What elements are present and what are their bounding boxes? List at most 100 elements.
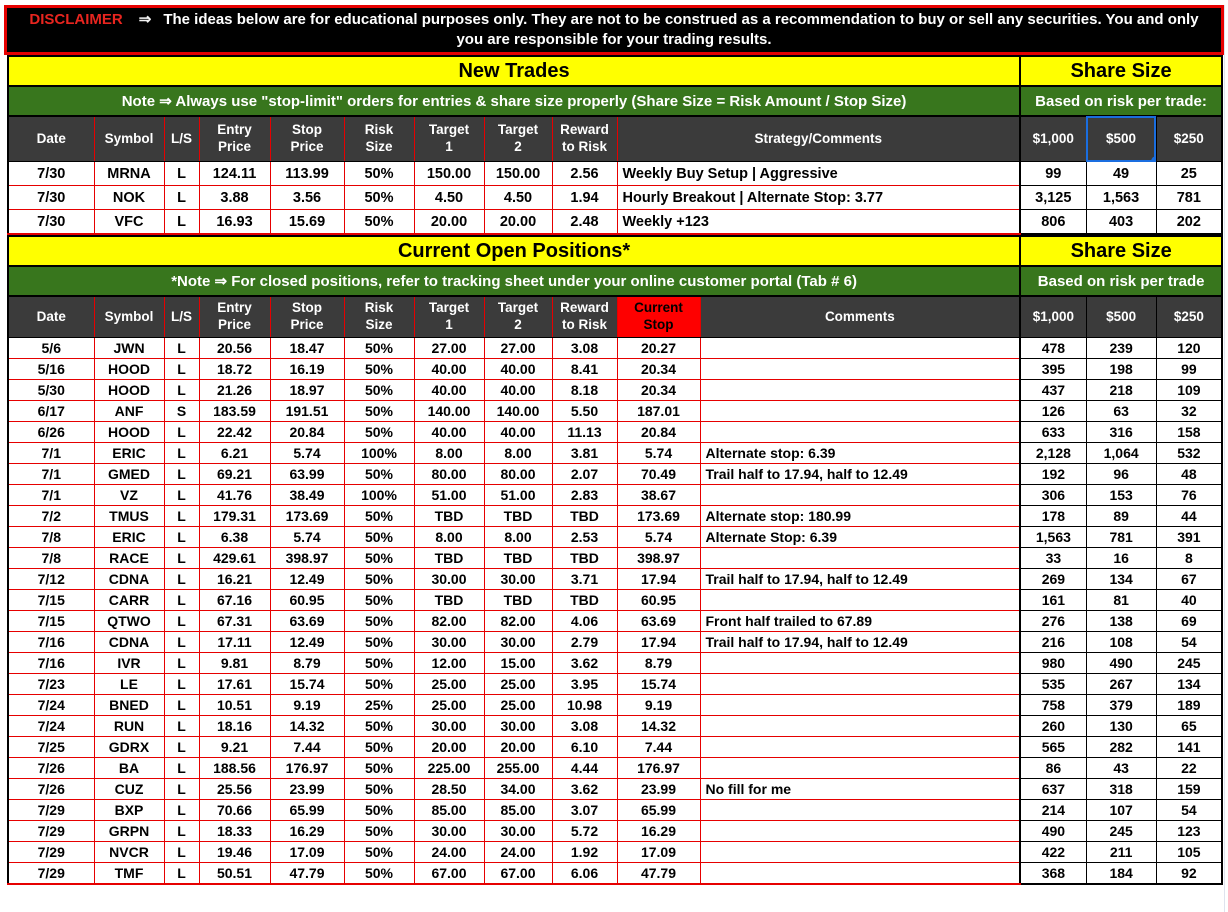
cell-comments[interactable]: No fill for me <box>699 778 1021 800</box>
cell-symbol[interactable]: JWN <box>93 337 165 359</box>
cell-risk-size[interactable]: 50% <box>343 715 415 737</box>
cell-size-250[interactable]: 123 <box>1155 820 1223 842</box>
cell-current-stop[interactable]: 17.94 <box>616 568 701 590</box>
cell-target-2[interactable]: 15.00 <box>483 652 553 674</box>
cell-risk-size[interactable]: 50% <box>343 736 415 758</box>
cell-symbol[interactable]: CUZ <box>93 778 165 800</box>
cell-symbol[interactable]: TMUS <box>93 505 165 527</box>
cell-comments[interactable] <box>699 421 1021 443</box>
cell-entry-price[interactable]: 50.51 <box>198 862 271 885</box>
cell-date[interactable]: 7/24 <box>7 694 95 716</box>
new-trades-share-size-title[interactable]: Share Size <box>1019 55 1224 87</box>
cell-current-stop[interactable]: 176.97 <box>616 757 701 779</box>
cell-symbol[interactable]: GRPN <box>93 820 165 842</box>
cell-date[interactable]: 7/15 <box>7 610 95 632</box>
cell-risk-size[interactable]: 50% <box>343 526 415 548</box>
cell-symbol[interactable]: TMF <box>93 862 165 885</box>
cell-size-1000[interactable]: 216 <box>1019 631 1087 653</box>
cell-reward-to-risk[interactable]: 8.41 <box>551 358 618 380</box>
cell-target-1[interactable]: 28.50 <box>413 778 485 800</box>
cell-size-500[interactable]: 218 <box>1085 379 1157 401</box>
cell-size-250[interactable]: 54 <box>1155 799 1223 821</box>
cell-target-2[interactable]: 30.00 <box>483 631 553 653</box>
cell-size-1000[interactable]: 535 <box>1019 673 1087 695</box>
cell-entry-price[interactable]: 18.72 <box>198 358 271 380</box>
cell-size-500[interactable]: 211 <box>1085 841 1157 863</box>
cell-target-2[interactable]: TBD <box>483 589 553 611</box>
cell-strategy-comments[interactable]: Hourly Breakout | Alternate Stop: 3.77 <box>616 185 1021 210</box>
cell-ls[interactable]: L <box>163 841 200 863</box>
cell-current-stop[interactable]: 17.09 <box>616 841 701 863</box>
cell-stop-price[interactable]: 47.79 <box>269 862 345 885</box>
cell-target-1[interactable]: 30.00 <box>413 631 485 653</box>
cell-reward-to-risk[interactable]: 3.08 <box>551 337 618 359</box>
cell-comments[interactable] <box>699 589 1021 611</box>
cell-size-500[interactable]: 130 <box>1085 715 1157 737</box>
cell-size-500[interactable]: 138 <box>1085 610 1157 632</box>
cell-size-500[interactable]: 490 <box>1085 652 1157 674</box>
cell-target-2[interactable]: TBD <box>483 505 553 527</box>
cell-stop-price[interactable]: 176.97 <box>269 757 345 779</box>
cell-entry-price[interactable]: 70.66 <box>198 799 271 821</box>
cell-target-1[interactable]: 25.00 <box>413 673 485 695</box>
cell-risk-size[interactable]: 25% <box>343 694 415 716</box>
cell-reward-to-risk[interactable]: 3.62 <box>551 652 618 674</box>
cell-target-1[interactable]: 30.00 <box>413 568 485 590</box>
cell-risk-size[interactable]: 50% <box>343 673 415 695</box>
cell-size-1000[interactable]: 368 <box>1019 862 1087 885</box>
cell-target-1[interactable]: TBD <box>413 505 485 527</box>
col-header-size-1000[interactable]: $1,000 <box>1019 115 1087 162</box>
cell-symbol[interactable]: ERIC <box>93 442 165 464</box>
cell-target-1[interactable]: 85.00 <box>413 799 485 821</box>
cell-reward-to-risk[interactable]: 6.10 <box>551 736 618 758</box>
col-header-target-1[interactable]: Target 1 <box>413 295 485 338</box>
cell-reward-to-risk[interactable]: 1.92 <box>551 841 618 863</box>
col-header-stop-price[interactable]: Stop Price <box>269 115 345 162</box>
cell-target-2[interactable]: 80.00 <box>483 463 553 485</box>
cell-size-250[interactable]: 189 <box>1155 694 1223 716</box>
cell-reward-to-risk[interactable]: 2.79 <box>551 631 618 653</box>
cell-ls[interactable]: L <box>163 673 200 695</box>
cell-size-1000[interactable]: 178 <box>1019 505 1087 527</box>
cell-reward-to-risk[interactable]: 10.98 <box>551 694 618 716</box>
cell-date[interactable]: 7/15 <box>7 589 95 611</box>
cell-reward-to-risk[interactable]: 3.81 <box>551 442 618 464</box>
cell-size-500[interactable]: 316 <box>1085 421 1157 443</box>
cell-ls[interactable]: L <box>163 484 200 506</box>
cell-target-1[interactable]: 4.50 <box>413 185 485 210</box>
cell-date[interactable]: 7/25 <box>7 736 95 758</box>
cell-ls[interactable]: L <box>163 463 200 485</box>
cell-current-stop[interactable]: 20.27 <box>616 337 701 359</box>
cell-target-2[interactable]: 150.00 <box>483 161 553 186</box>
cell-target-1[interactable]: 30.00 <box>413 820 485 842</box>
cell-entry-price[interactable]: 19.46 <box>198 841 271 863</box>
col-header-reward-to-risk[interactable]: Reward to Risk <box>551 295 618 338</box>
cell-target-2[interactable]: 24.00 <box>483 841 553 863</box>
cell-size-1000[interactable]: 86 <box>1019 757 1087 779</box>
cell-ls[interactable]: S <box>163 400 200 422</box>
cell-size-500[interactable]: 89 <box>1085 505 1157 527</box>
cell-size-500[interactable]: 318 <box>1085 778 1157 800</box>
cell-symbol[interactable]: BXP <box>93 799 165 821</box>
cell-stop-price[interactable]: 5.74 <box>269 526 345 548</box>
cell-target-1[interactable]: 225.00 <box>413 757 485 779</box>
cell-reward-to-risk[interactable]: 5.50 <box>551 400 618 422</box>
cell-target-2[interactable]: 140.00 <box>483 400 553 422</box>
cell-stop-price[interactable]: 398.97 <box>269 547 345 569</box>
col-header-target-1[interactable]: Target 1 <box>413 115 485 162</box>
cell-entry-price[interactable]: 9.81 <box>198 652 271 674</box>
cell-risk-size[interactable]: 50% <box>343 862 415 885</box>
cell-current-stop[interactable]: 20.34 <box>616 379 701 401</box>
cell-risk-size[interactable]: 50% <box>343 610 415 632</box>
col-header-strategy-comments[interactable]: Strategy/Comments <box>616 115 1021 162</box>
cell-date[interactable]: 5/30 <box>7 379 95 401</box>
cell-date[interactable]: 7/29 <box>7 799 95 821</box>
cell-reward-to-risk[interactable]: 3.08 <box>551 715 618 737</box>
cell-current-stop[interactable]: 65.99 <box>616 799 701 821</box>
cell-date[interactable]: 7/29 <box>7 862 95 885</box>
cell-size-250[interactable]: 391 <box>1155 526 1223 548</box>
cell-entry-price[interactable]: 10.51 <box>198 694 271 716</box>
cell-comments[interactable] <box>699 757 1021 779</box>
cell-target-1[interactable]: 67.00 <box>413 862 485 885</box>
col-header-entry-price[interactable]: Entry Price <box>198 295 271 338</box>
